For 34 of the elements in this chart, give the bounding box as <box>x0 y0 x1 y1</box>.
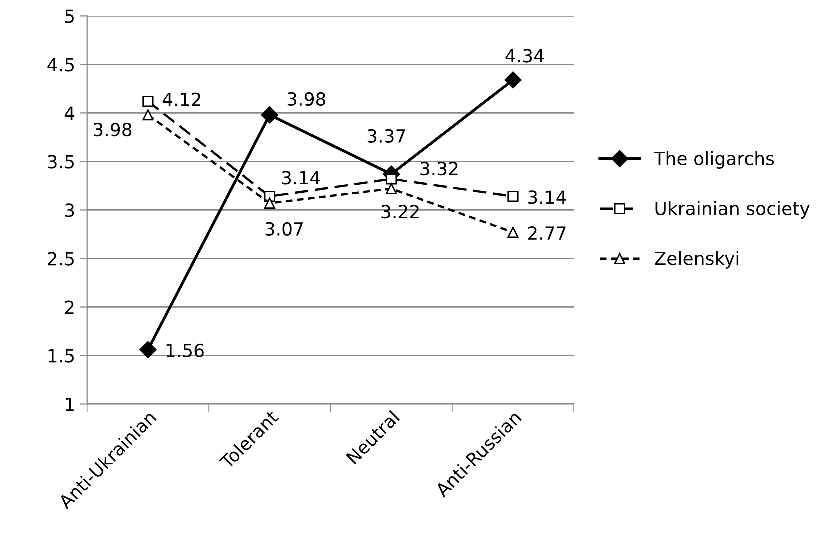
point <box>142 96 154 108</box>
point <box>264 198 276 209</box>
point <box>386 174 398 185</box>
y-tick-label: 2 <box>65 300 74 314</box>
legend-label: Ukrainian society <box>656 201 810 219</box>
point <box>504 72 522 89</box>
y-tick-label: 3.5 <box>48 155 74 169</box>
data-label: 3.07 <box>266 222 303 236</box>
y-tick-label: 2.5 <box>48 252 74 266</box>
point <box>386 183 398 194</box>
point <box>142 110 154 121</box>
legend-label: The oligarchs <box>654 152 774 169</box>
y-tick-label: 1 <box>66 398 74 412</box>
data-label: 1.56 <box>166 344 204 358</box>
data-label: 4.12 <box>162 92 200 106</box>
y-tick-label: 3 <box>65 204 74 218</box>
point <box>261 106 278 124</box>
y-tick-label: 4 <box>64 106 75 120</box>
data-label: 3.37 <box>368 129 406 144</box>
data-label: 3.32 <box>420 162 458 176</box>
y-tick-label: 4.5 <box>48 58 74 72</box>
point <box>140 341 157 358</box>
legend-label: Zelenskyi <box>655 251 738 269</box>
data-label: 3.22 <box>382 205 419 219</box>
y-tick-label: 5 <box>65 10 74 24</box>
data-label: 3.14 <box>282 171 320 185</box>
data-label: 3.14 <box>528 190 566 204</box>
data-label: 4.34 <box>506 49 544 63</box>
data-label: 3.98 <box>288 92 326 106</box>
y-tick-label: 1.5 <box>48 349 74 363</box>
point <box>508 191 519 202</box>
data-label: 2.77 <box>528 226 566 240</box>
point <box>508 226 519 238</box>
data-label: 3.98 <box>94 122 132 137</box>
